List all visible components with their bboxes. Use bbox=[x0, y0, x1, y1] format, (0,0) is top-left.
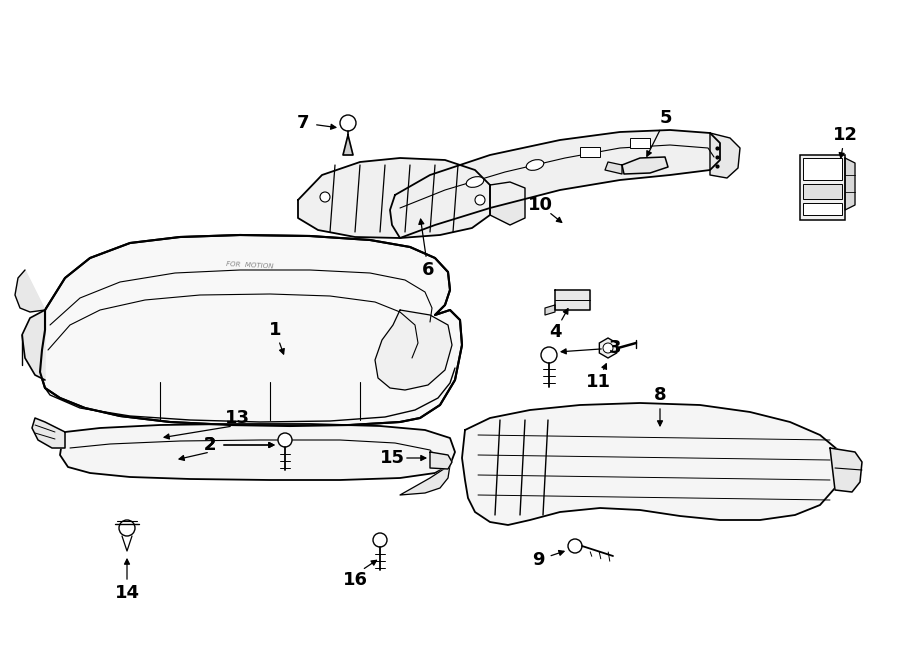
Polygon shape bbox=[375, 310, 452, 390]
Bar bbox=[803, 203, 842, 215]
Text: 10: 10 bbox=[527, 196, 553, 214]
Polygon shape bbox=[400, 465, 450, 495]
Text: FOR  MOTION: FOR MOTION bbox=[226, 260, 274, 269]
Text: 6: 6 bbox=[422, 261, 434, 279]
Bar bbox=[800, 155, 845, 220]
Text: 13: 13 bbox=[224, 409, 249, 427]
Ellipse shape bbox=[466, 176, 484, 187]
Ellipse shape bbox=[526, 160, 544, 171]
Bar bbox=[803, 184, 842, 199]
Text: 4: 4 bbox=[549, 323, 562, 341]
Polygon shape bbox=[622, 157, 668, 174]
Text: 1: 1 bbox=[269, 321, 281, 339]
Polygon shape bbox=[605, 162, 622, 174]
Circle shape bbox=[340, 115, 356, 131]
Polygon shape bbox=[22, 310, 45, 380]
Polygon shape bbox=[830, 448, 862, 492]
Circle shape bbox=[278, 433, 292, 447]
Polygon shape bbox=[60, 424, 455, 480]
Text: 15: 15 bbox=[380, 449, 404, 467]
Text: 12: 12 bbox=[832, 126, 858, 144]
Text: 8: 8 bbox=[653, 386, 666, 404]
Bar bbox=[803, 158, 842, 180]
Bar bbox=[630, 138, 650, 148]
Circle shape bbox=[475, 195, 485, 205]
Polygon shape bbox=[430, 452, 452, 469]
Polygon shape bbox=[32, 418, 65, 448]
Text: 9: 9 bbox=[532, 551, 544, 569]
Circle shape bbox=[541, 347, 557, 363]
Circle shape bbox=[373, 533, 387, 547]
Circle shape bbox=[119, 520, 135, 536]
Polygon shape bbox=[15, 270, 45, 312]
Polygon shape bbox=[390, 130, 720, 238]
Polygon shape bbox=[845, 158, 855, 210]
Text: 14: 14 bbox=[114, 584, 140, 602]
Text: 7: 7 bbox=[297, 114, 310, 132]
Text: 5: 5 bbox=[660, 109, 672, 127]
Text: 2: 2 bbox=[203, 436, 216, 454]
Circle shape bbox=[568, 539, 582, 553]
Polygon shape bbox=[40, 235, 462, 426]
Circle shape bbox=[603, 343, 613, 353]
Polygon shape bbox=[710, 133, 740, 178]
Circle shape bbox=[320, 192, 330, 202]
Polygon shape bbox=[490, 182, 525, 225]
Polygon shape bbox=[298, 158, 490, 238]
Polygon shape bbox=[555, 290, 590, 310]
Polygon shape bbox=[462, 403, 840, 525]
Polygon shape bbox=[343, 135, 353, 155]
Text: 2: 2 bbox=[203, 436, 216, 454]
Polygon shape bbox=[599, 338, 616, 358]
Text: 3: 3 bbox=[608, 339, 621, 357]
Text: 11: 11 bbox=[586, 373, 610, 391]
Text: 16: 16 bbox=[343, 571, 367, 589]
Bar bbox=[580, 147, 600, 157]
Polygon shape bbox=[545, 305, 555, 315]
